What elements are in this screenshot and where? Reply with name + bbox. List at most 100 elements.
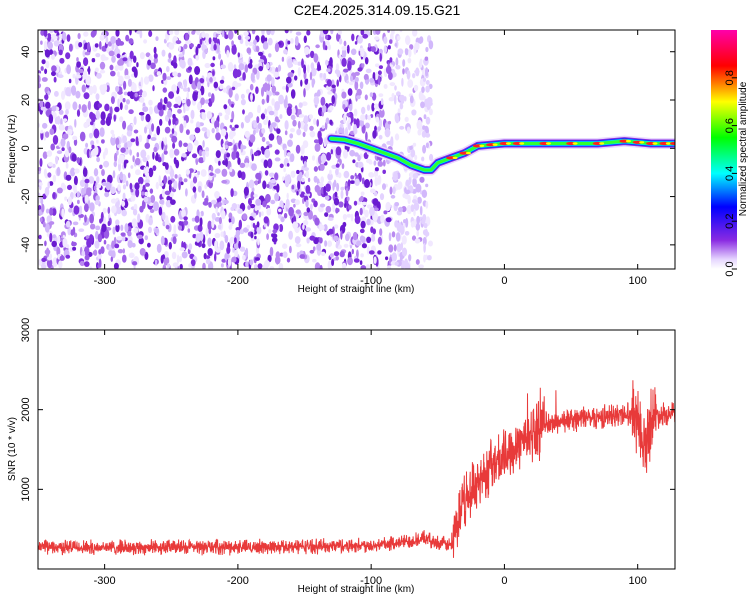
noise-speckle — [99, 41, 102, 50]
noise-speckle — [227, 141, 233, 147]
noise-speckle — [357, 67, 363, 72]
noise-speckle — [231, 216, 235, 225]
noise-speckle — [404, 192, 409, 200]
noise-speckle — [404, 116, 409, 122]
noise-speckle — [188, 263, 192, 268]
noise-speckle — [57, 235, 61, 245]
noise-speckle — [257, 263, 263, 269]
noise-speckle — [303, 167, 309, 171]
noise-speckle — [148, 74, 154, 82]
noise-speckle — [373, 103, 379, 110]
noise-speckle — [204, 99, 210, 104]
noise-speckle — [415, 183, 422, 193]
noise-speckle — [81, 84, 87, 93]
noise-speckle — [99, 84, 105, 92]
noise-speckle — [111, 133, 115, 139]
noise-speckle — [422, 236, 427, 246]
noise-speckle — [242, 109, 245, 115]
noise-speckle — [220, 128, 227, 137]
noise-speckle — [377, 75, 381, 86]
noise-speckle — [219, 79, 225, 84]
noise-speckle — [338, 172, 342, 179]
noise-speckle — [410, 204, 415, 213]
noise-speckle — [353, 108, 358, 117]
noise-speckle — [268, 110, 275, 116]
noise-speckle — [298, 114, 305, 118]
noise-speckle — [183, 142, 188, 147]
noise-speckle — [359, 228, 365, 234]
noise-speckle — [252, 44, 255, 51]
noise-speckle — [289, 133, 294, 139]
noise-speckle — [359, 260, 363, 265]
noise-speckle — [127, 91, 131, 97]
noise-speckle — [250, 212, 257, 217]
noise-speckle — [121, 237, 126, 242]
noise-speckle — [148, 167, 154, 178]
noise-speckle — [391, 252, 397, 262]
noise-speckle — [103, 239, 107, 245]
noise-speckle — [207, 248, 213, 256]
noise-speckle — [210, 62, 215, 68]
noise-speckle — [162, 72, 167, 81]
noise-speckle — [369, 188, 376, 194]
noise-speckle — [154, 228, 160, 234]
noise-speckle — [382, 159, 386, 167]
noise-speckle — [309, 114, 313, 120]
noise-speckle — [160, 235, 165, 246]
noise-speckle — [298, 171, 303, 180]
noise-speckle — [233, 64, 237, 70]
noise-speckle — [399, 125, 405, 130]
noise-speckle — [419, 94, 426, 101]
noise-speckle — [45, 60, 50, 69]
noise-speckle — [150, 137, 157, 141]
noise-speckle — [227, 62, 234, 72]
noise-speckle — [399, 94, 405, 102]
noise-speckle — [44, 68, 48, 75]
noise-speckle — [240, 93, 245, 100]
noise-speckle — [280, 216, 285, 223]
noise-speckle — [182, 87, 188, 92]
noise-speckle — [287, 82, 293, 88]
noise-speckle — [315, 44, 320, 49]
noise-speckle — [274, 101, 280, 111]
noise-speckle — [65, 109, 69, 115]
noise-speckle — [79, 260, 85, 267]
spectrogram-frame — [37, 29, 676, 270]
noise-speckle — [295, 243, 302, 248]
noise-speckle — [416, 215, 420, 225]
noise-speckle — [215, 33, 219, 38]
noise-speckle — [211, 212, 216, 220]
noise-speckle — [94, 43, 99, 48]
noise-speckle — [138, 237, 144, 245]
noise-speckle — [320, 251, 326, 256]
noise-speckle — [414, 154, 418, 161]
noise-speckle — [161, 153, 165, 163]
noise-speckle — [387, 30, 390, 33]
noise-speckle — [199, 78, 205, 84]
noise-speckle — [124, 223, 129, 233]
noise-speckle — [114, 243, 120, 249]
noise-speckle — [344, 182, 348, 187]
noise-speckle — [389, 39, 393, 44]
noise-speckle — [369, 206, 375, 216]
x-tick-label: -200 — [227, 575, 249, 587]
noise-speckle — [407, 79, 414, 88]
noise-speckle — [133, 227, 139, 233]
noise-speckle — [388, 232, 392, 242]
noise-speckle — [135, 136, 139, 147]
noise-speckle — [378, 118, 383, 128]
noise-speckle — [274, 149, 280, 155]
noise-speckle — [294, 199, 300, 206]
noise-speckle — [387, 120, 392, 125]
noise-speckle — [413, 84, 419, 92]
noise-speckle — [170, 215, 176, 223]
noise-speckle — [178, 221, 183, 226]
noise-speckle — [85, 142, 89, 148]
noise-speckle — [152, 151, 155, 160]
noise-speckle — [164, 136, 168, 146]
noise-speckle — [39, 99, 44, 108]
noise-speckle — [314, 262, 321, 269]
noise-speckle — [195, 54, 200, 61]
noise-speckle — [114, 65, 119, 72]
noise-speckle — [41, 77, 48, 82]
